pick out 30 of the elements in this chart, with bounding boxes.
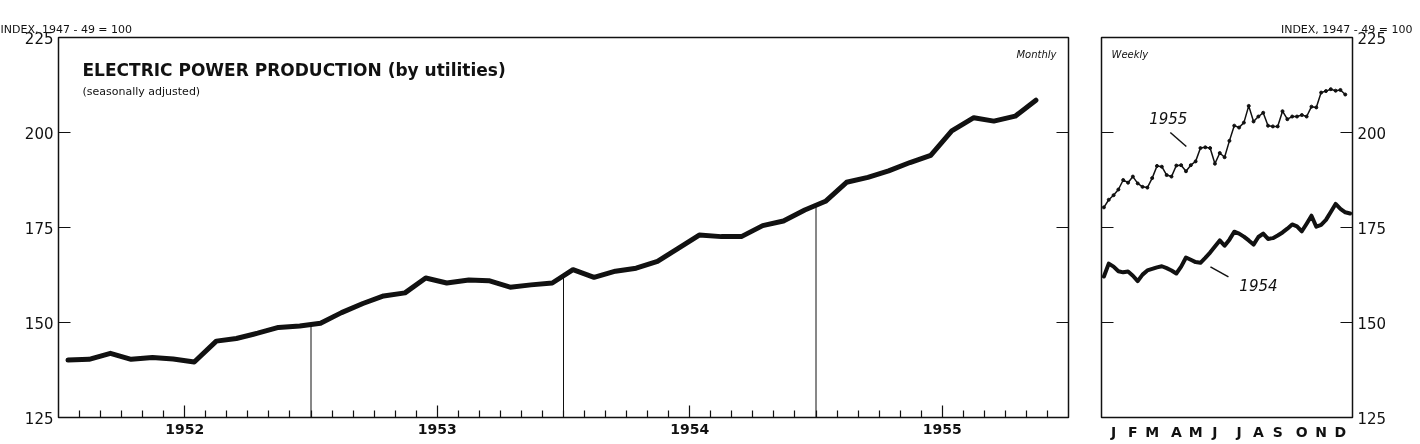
x-tick-label: A xyxy=(1252,423,1264,440)
text: (seasonally adjusted) xyxy=(82,84,201,98)
x-tick-label: D xyxy=(1334,423,1347,440)
text: ELECTRIC POWER PRODUCTION (by utilities) xyxy=(82,59,506,80)
x-tick-label: S xyxy=(1272,423,1283,440)
x-tick-label: 1955 xyxy=(922,420,962,437)
x-tick-label: 1953 xyxy=(417,420,457,437)
y-tick-label: 150 xyxy=(1357,314,1387,333)
x-tick-label: A xyxy=(1170,423,1182,440)
x-tick-label: J xyxy=(1211,423,1218,440)
x-tick-label: M xyxy=(1188,423,1203,440)
x-tick-label: F xyxy=(1128,423,1138,440)
y-tick-label: 200 xyxy=(1357,124,1387,143)
y-tick-label: 125 xyxy=(24,409,54,428)
annotation: Weekly xyxy=(1111,48,1150,60)
y-tick-label: 200 xyxy=(24,124,54,143)
x-tick-label: 1952 xyxy=(165,420,205,437)
x-tick-label: J xyxy=(1109,423,1117,440)
x-tick-label: J xyxy=(1235,423,1242,440)
y-tick-label: 175 xyxy=(1357,219,1387,238)
x-tick-label: O xyxy=(1295,423,1308,440)
text: 1954 xyxy=(1239,276,1278,295)
x-tick-label: N xyxy=(1315,423,1327,440)
y-tick-label: 125 xyxy=(1357,409,1387,428)
series-label: 1955 xyxy=(1149,109,1188,128)
x-tick-label: 1954 xyxy=(670,420,710,437)
x-tick-label: M xyxy=(1145,423,1160,440)
annotation: Monthly xyxy=(1016,48,1058,60)
y-tick-label: 175 xyxy=(24,219,54,238)
y-tick-label: 150 xyxy=(24,314,54,333)
